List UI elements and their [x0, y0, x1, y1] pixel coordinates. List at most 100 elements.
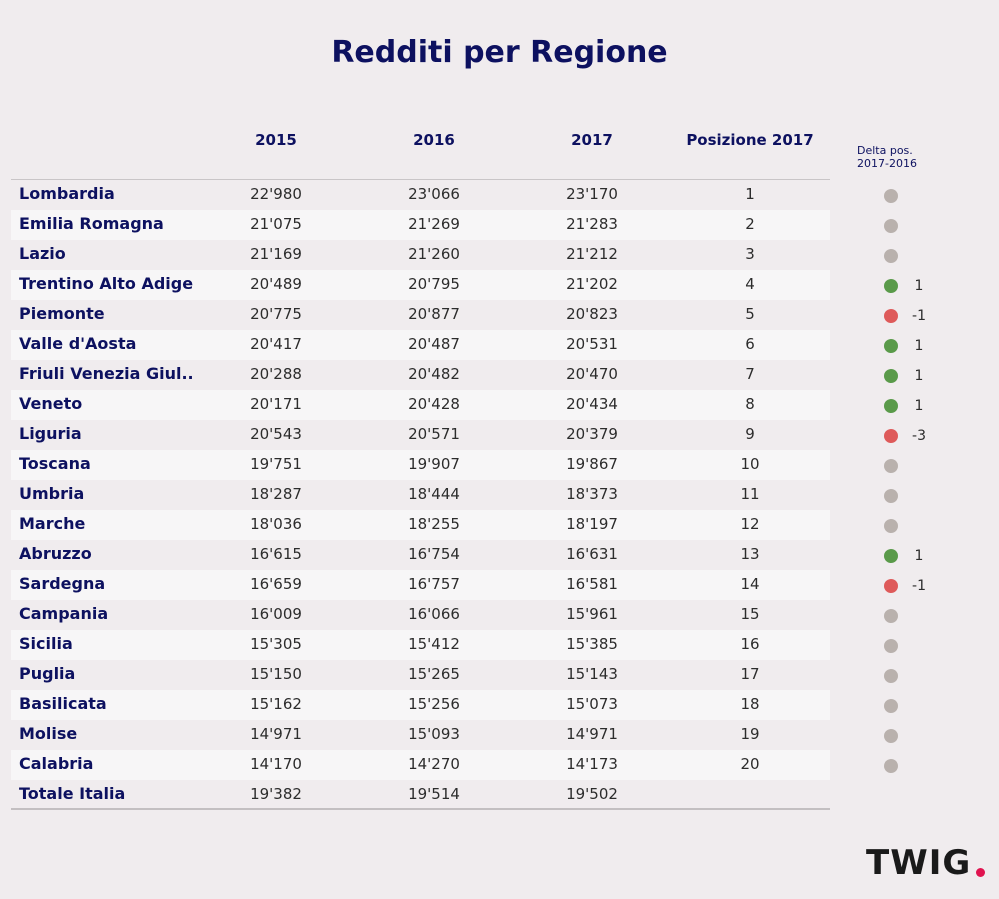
- cell-2016: 23'066: [408, 185, 460, 203]
- table-row: Veneto 20'171 20'428 20'434 8 1: [0, 390, 999, 420]
- cell-2016: 16'757: [408, 575, 460, 593]
- delta-value: 1: [914, 548, 924, 564]
- region-name: Toscana: [19, 454, 91, 473]
- column-header-2017[interactable]: 2017: [571, 131, 613, 149]
- cell-2016: 21'269: [408, 215, 460, 233]
- cell-posizione: 9: [745, 425, 755, 443]
- cell-2017: 21'212: [566, 245, 618, 263]
- row-background: [11, 630, 830, 660]
- column-header-2015[interactable]: 2015: [255, 131, 297, 149]
- delta-same-dot: [884, 609, 898, 623]
- row-background: [11, 270, 830, 300]
- delta-down-dot: [884, 309, 898, 323]
- delta-same-dot: [884, 729, 898, 743]
- cell-posizione: 12: [740, 515, 760, 533]
- region-name: Emilia Romagna: [19, 214, 164, 233]
- delta-same-dot: [884, 489, 898, 503]
- region-name: Marche: [19, 514, 86, 533]
- cell-2017: 20'434: [566, 395, 618, 413]
- cell-2017: 21'202: [566, 275, 618, 293]
- cell-2016: 15'412: [408, 635, 460, 653]
- table-row: Totale Italia 19'382 19'514 19'502: [0, 780, 999, 810]
- twig-logo: TWIG: [866, 843, 972, 883]
- cell-2015: 19'382: [250, 785, 302, 803]
- cell-2015: 14'170: [250, 755, 302, 773]
- table-row: Lazio 21'169 21'260 21'212 3: [0, 240, 999, 270]
- cell-2017: 15'961: [566, 605, 618, 623]
- region-name: Puglia: [19, 664, 76, 683]
- cell-2017: 16'581: [566, 575, 618, 593]
- page-title: Redditi per Regione: [331, 35, 668, 70]
- cell-posizione: 11: [740, 485, 760, 503]
- delta-value: -3: [912, 428, 926, 444]
- cell-2015: 15'150: [250, 665, 302, 683]
- delta-up-dot: [884, 339, 898, 353]
- cell-2015: 19'751: [250, 455, 302, 473]
- delta-same-dot: [884, 519, 898, 533]
- cell-posizione: 17: [740, 665, 760, 683]
- delta-value: 1: [914, 278, 924, 294]
- row-background: [11, 570, 830, 600]
- delta-header-line1: Delta pos.: [857, 144, 913, 157]
- table-row: Sicilia 15'305 15'412 15'385 16: [0, 630, 999, 660]
- table-row: Puglia 15'150 15'265 15'143 17: [0, 660, 999, 690]
- region-name: Sardegna: [19, 574, 106, 593]
- cell-2015: 15'305: [250, 635, 302, 653]
- cell-2016: 18'255: [408, 515, 460, 533]
- cell-2017: 14'173: [566, 755, 618, 773]
- cell-2017: 21'283: [566, 215, 618, 233]
- region-name: Totale Italia: [19, 784, 126, 803]
- cell-2015: 22'980: [250, 185, 302, 203]
- cell-posizione: 10: [740, 455, 760, 473]
- table-row: Piemonte 20'775 20'877 20'823 5 -1: [0, 300, 999, 330]
- region-name: Liguria: [19, 424, 82, 443]
- region-name: Trentino Alto Adige: [19, 274, 194, 293]
- cell-posizione: 6: [745, 335, 755, 353]
- column-header-2016[interactable]: 2016: [413, 131, 455, 149]
- table-row: Basilicata 15'162 15'256 15'073 18: [0, 690, 999, 720]
- delta-same-dot: [884, 189, 898, 203]
- delta-value: 1: [914, 368, 924, 384]
- row-background: [11, 330, 830, 360]
- cell-2016: 15'256: [408, 695, 460, 713]
- cell-2017: 19'502: [566, 785, 618, 803]
- cell-2017: 20'470: [566, 365, 618, 383]
- cell-2016: 16'066: [408, 605, 460, 623]
- cell-posizione: 20: [740, 755, 760, 773]
- region-name: Lombardia: [19, 184, 115, 203]
- table-row: Valle d'Aosta 20'417 20'487 20'531 6 1: [0, 330, 999, 360]
- delta-up-dot: [884, 399, 898, 413]
- delta-down-dot: [884, 579, 898, 593]
- cell-2016: 18'444: [408, 485, 460, 503]
- cell-2015: 20'288: [250, 365, 302, 383]
- region-name: Friuli Venezia Giul..: [19, 364, 194, 383]
- delta-header-line2: 2017-2016: [857, 157, 917, 170]
- delta-value: -1: [912, 578, 926, 594]
- table-row: Calabria 14'170 14'270 14'173 20: [0, 750, 999, 780]
- cell-2017: 14'971: [566, 725, 618, 743]
- cell-2016: 16'754: [408, 545, 460, 563]
- cell-2016: 15'265: [408, 665, 460, 683]
- cell-2016: 20'795: [408, 275, 460, 293]
- region-name: Abruzzo: [19, 544, 92, 563]
- delta-same-dot: [884, 249, 898, 263]
- row-background: [11, 210, 830, 240]
- delta-up-dot: [884, 369, 898, 383]
- table-row: Emilia Romagna 21'075 21'269 21'283 2: [0, 210, 999, 240]
- table-row: Marche 18'036 18'255 18'197 12: [0, 510, 999, 540]
- column-header-posizione[interactable]: Posizione 2017: [686, 131, 814, 149]
- cell-2015: 16'009: [250, 605, 302, 623]
- cell-2016: 21'260: [408, 245, 460, 263]
- cell-posizione: 8: [745, 395, 755, 413]
- cell-2016: 19'514: [408, 785, 460, 803]
- table-row: Molise 14'971 15'093 14'971 19: [0, 720, 999, 750]
- table-row: Trentino Alto Adige 20'489 20'795 21'202 4 1: [0, 270, 999, 300]
- cell-2017: 20'823: [566, 305, 618, 323]
- delta-down-dot: [884, 429, 898, 443]
- cell-2015: 21'075: [250, 215, 302, 233]
- table-row: Sardegna 16'659 16'757 16'581 14 -1: [0, 570, 999, 600]
- cell-2017: 23'170: [566, 185, 618, 203]
- cell-2015: 16'615: [250, 545, 302, 563]
- cell-posizione: [670, 780, 830, 810]
- cell-2015: 20'775: [250, 305, 302, 323]
